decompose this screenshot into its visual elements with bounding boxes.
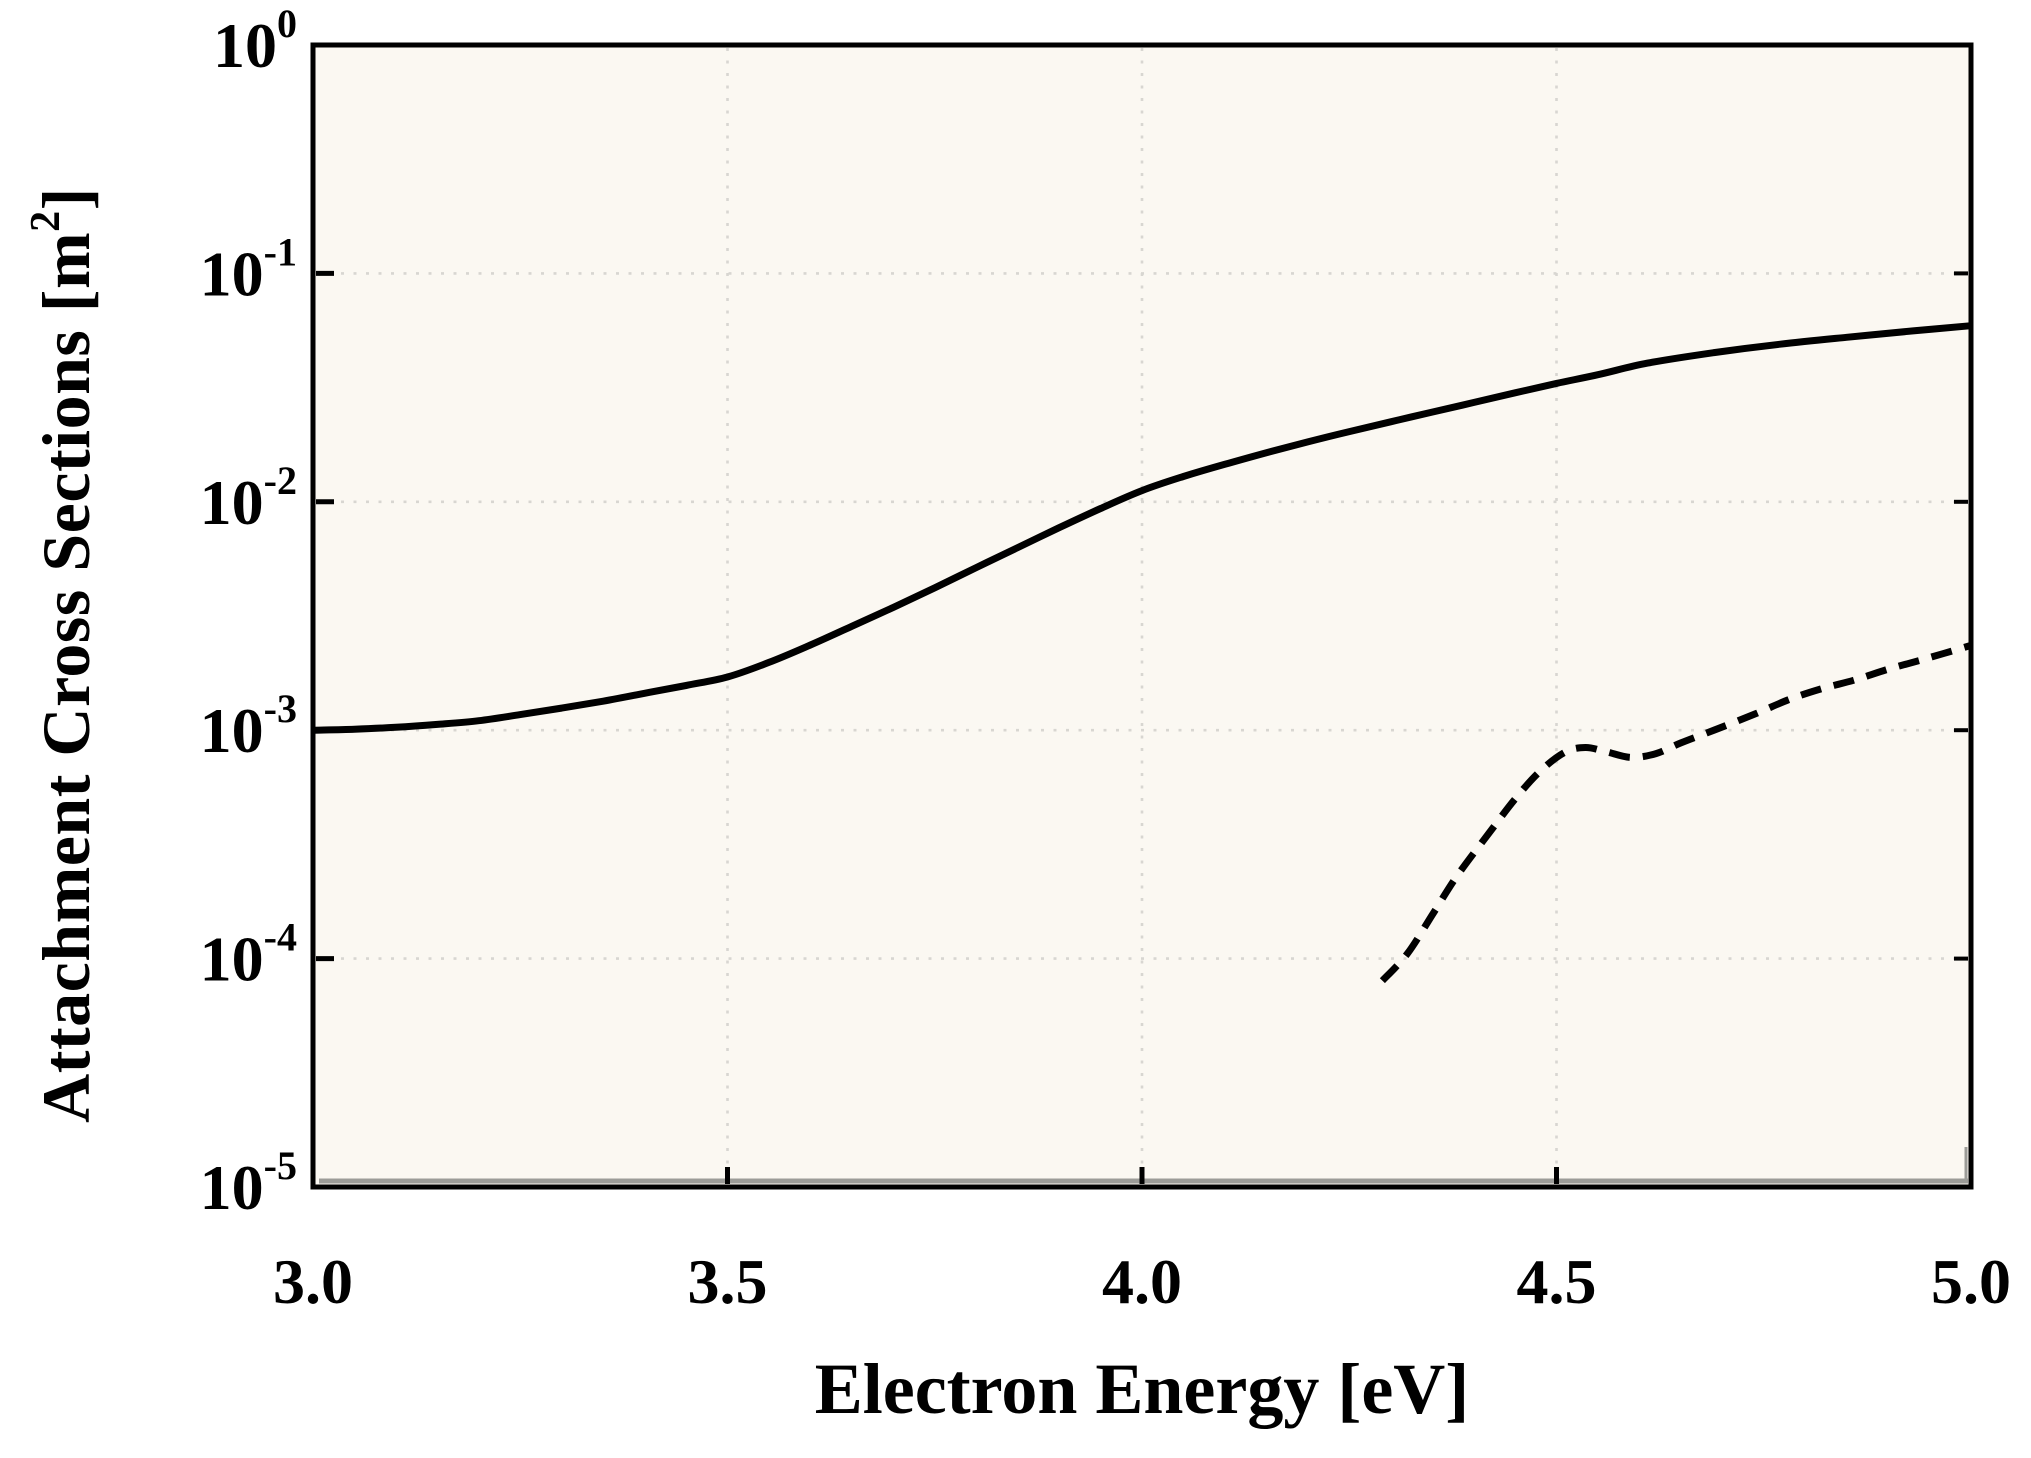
- x-tick-label: 3.0: [273, 1246, 353, 1317]
- x-tick-label: 3.5: [688, 1246, 768, 1317]
- solid-curve: [312, 322, 1972, 734]
- y-tick-label: 10-4: [200, 915, 297, 995]
- y-tick-label: 10-2: [200, 458, 297, 538]
- y-tick-label: 100: [213, 1, 297, 81]
- y-axis-title-close-bracket: ]: [28, 187, 104, 211]
- y-tick-label: 10-1: [200, 229, 297, 309]
- x-axis-title: Electron Energy [eV]: [814, 1349, 1470, 1429]
- y-tick-label: 10-5: [200, 1143, 297, 1223]
- plot-area-background: [313, 45, 1971, 1187]
- y-axis-title-superscript: 2: [23, 210, 69, 232]
- y-axis-title: Attachment Cross Sections [m2]: [22, 187, 106, 1123]
- plot-frame: [310, 42, 1974, 1190]
- x-tick-label: 4.0: [1102, 1246, 1182, 1317]
- y-tick-label: 10-3: [200, 686, 297, 766]
- x-tick-label: 5.0: [1931, 1246, 2011, 1317]
- x-tick-label: 4.5: [1517, 1246, 1597, 1317]
- dashed-curve: [1379, 642, 1973, 984]
- y-axis-title-text: Attachment Cross Sections [m: [28, 231, 104, 1123]
